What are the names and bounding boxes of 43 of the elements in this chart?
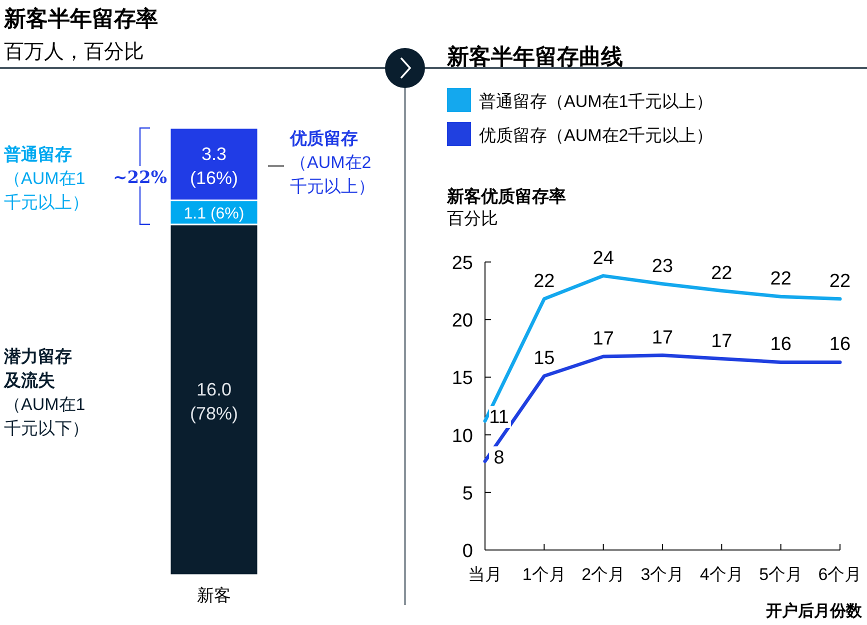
y-tick-label: 20	[452, 310, 473, 332]
text: 潜力留存及流失（AUM在1千元以下）	[3, 347, 89, 438]
y-tick-label: 5	[462, 483, 473, 504]
y-tick-label: 10	[452, 426, 473, 447]
x-tick-label: 6个月	[818, 565, 862, 584]
series-label: 优质留存（AUM在2千元以上）	[289, 129, 375, 196]
data-label: 15	[534, 348, 555, 370]
data-label: 16	[829, 334, 851, 356]
x-tick-label: 当月	[468, 565, 502, 584]
x-tick-label: 4个月	[700, 565, 744, 584]
chart-subtitle: 百万人，百分比	[4, 41, 144, 63]
legend-label: 普通留存（AUM在1千元以上）	[479, 92, 714, 111]
data-label: 16	[770, 334, 792, 356]
chart-title: 新客半年留存曲线	[446, 44, 623, 69]
y-tick-label: 25	[452, 253, 473, 274]
data-label: 22	[770, 268, 792, 290]
data-label: 22	[534, 270, 555, 292]
chart-title: 新客半年留存率	[3, 6, 158, 31]
y-tick-label: 15	[452, 368, 473, 390]
text: 普通留存（AUM在1千元以上）	[3, 144, 89, 212]
y-axis-title: 百分比	[447, 209, 498, 228]
x-tick-label: 2个月	[582, 565, 626, 584]
data-label: 17	[711, 330, 732, 352]
legend-label: 优质留存（AUM在2千元以上）	[479, 126, 714, 145]
data-label: 3.3 (16%)	[190, 144, 238, 188]
data-label: 8	[494, 447, 504, 468]
data-label: 23	[652, 256, 674, 277]
x-tick-label: 5个月	[759, 565, 803, 584]
data-label: 17	[592, 328, 614, 350]
chart-subtitle: 新客优质留存率	[446, 187, 566, 206]
text: ~22%	[112, 168, 168, 188]
x-tick-label: 1个月	[522, 565, 566, 584]
data-label: 11	[489, 406, 509, 428]
y-tick-label: 0	[462, 541, 473, 562]
data-label: 22	[711, 262, 732, 284]
x-axis-title: 开户后月份数	[765, 602, 863, 620]
data-label: 1.1 (6%)	[184, 205, 244, 222]
data-label: 22	[829, 270, 851, 292]
data-label: 17	[652, 327, 674, 348]
data-label: 24	[592, 248, 614, 269]
x-tick-label: 新客	[197, 586, 231, 605]
x-tick-label: 3个月	[640, 565, 684, 584]
data-label: 16.0 (78%)	[190, 380, 238, 424]
